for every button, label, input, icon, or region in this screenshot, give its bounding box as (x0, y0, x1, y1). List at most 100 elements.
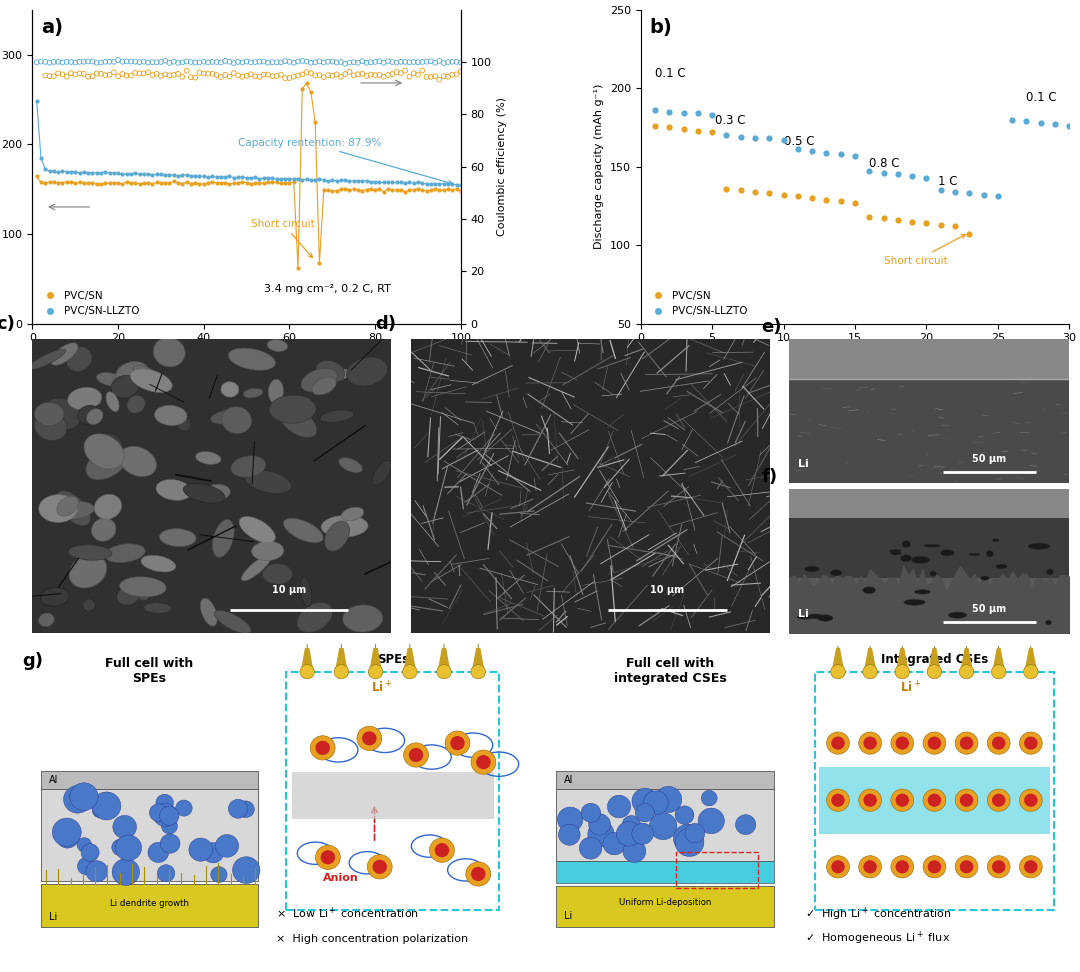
Point (453, 54, 470, 70)
Point (444, 67, 461, 83)
Point (357, 68, 375, 84)
Ellipse shape (231, 456, 266, 477)
Point (272, 54, 289, 70)
Point (307, 68, 324, 84)
Circle shape (891, 855, 914, 878)
Point (144, 67, 161, 83)
Ellipse shape (347, 357, 388, 386)
Polygon shape (993, 642, 1004, 672)
Point (946, 184, 963, 199)
Circle shape (991, 665, 1005, 678)
Y-axis label: Coulombic efficiency (%): Coulombic efficiency (%) (497, 97, 508, 236)
Point (315, 69, 333, 85)
Circle shape (436, 665, 451, 678)
Circle shape (300, 665, 314, 678)
Ellipse shape (35, 413, 67, 440)
Ellipse shape (228, 348, 275, 370)
Point (448, 67, 465, 83)
Text: ×  Low Li$^+$ concentration: × Low Li$^+$ concentration (276, 906, 419, 920)
Point (718, 181, 735, 196)
Point (281, 70, 298, 86)
Circle shape (960, 737, 973, 749)
Ellipse shape (805, 567, 820, 572)
Circle shape (557, 807, 583, 832)
Circle shape (81, 844, 99, 861)
Circle shape (675, 828, 704, 856)
Point (200, 54, 217, 70)
Point (861, 209, 878, 225)
Ellipse shape (85, 446, 127, 480)
Ellipse shape (57, 497, 79, 516)
Ellipse shape (69, 555, 107, 588)
Point (388, 54, 405, 70)
Point (294, 67, 311, 83)
Point (346, 67, 363, 83)
Circle shape (832, 737, 845, 749)
Circle shape (408, 747, 423, 762)
Point (337, 56, 354, 72)
Point (161, 55, 178, 71)
Point (200, 66, 217, 82)
Point (109, 52, 126, 68)
Circle shape (826, 732, 849, 754)
Point (918, 216, 935, 231)
Polygon shape (336, 640, 347, 672)
Text: 1 C: 1 C (937, 176, 957, 189)
Ellipse shape (901, 555, 912, 562)
Circle shape (1024, 793, 1038, 807)
Text: Full cell with
SPEs: Full cell with SPEs (106, 656, 193, 684)
Point (320, 54, 337, 70)
Point (427, 54, 444, 70)
Point (832, 147, 849, 162)
Ellipse shape (245, 470, 292, 494)
Circle shape (649, 813, 677, 840)
Ellipse shape (930, 572, 936, 576)
Point (187, 54, 204, 70)
Point (324, 53, 341, 69)
Point (80, 69, 97, 85)
Circle shape (367, 854, 392, 879)
Circle shape (430, 838, 455, 862)
Point (932, 183, 949, 198)
Point (975, 187, 993, 202)
Point (861, 163, 878, 179)
Point (208, 54, 226, 70)
Circle shape (579, 837, 602, 859)
Point (362, 67, 379, 83)
Ellipse shape (316, 361, 345, 383)
Point (259, 54, 276, 70)
Ellipse shape (165, 349, 186, 362)
Point (320, 67, 337, 83)
Circle shape (356, 726, 382, 750)
Ellipse shape (267, 339, 287, 352)
Point (165, 53, 183, 69)
Circle shape (112, 839, 129, 855)
Point (113, 66, 131, 82)
Bar (556, 861, 773, 883)
Polygon shape (929, 642, 940, 672)
Point (238, 68, 255, 84)
Circle shape (1020, 789, 1042, 812)
Text: g): g) (22, 651, 43, 670)
Circle shape (987, 855, 1010, 878)
Circle shape (1024, 860, 1038, 874)
Ellipse shape (890, 549, 901, 552)
Circle shape (955, 732, 978, 754)
Ellipse shape (325, 521, 350, 551)
Point (1032, 115, 1050, 130)
Point (37, 68, 54, 84)
Point (431, 72, 448, 87)
Ellipse shape (215, 610, 251, 634)
Circle shape (685, 823, 705, 843)
Text: 0.1 C: 0.1 C (1026, 90, 1057, 104)
Circle shape (373, 859, 387, 874)
Point (58, 54, 76, 70)
Bar (820, 767, 1050, 834)
Ellipse shape (141, 555, 176, 572)
Polygon shape (404, 640, 416, 672)
Ellipse shape (28, 349, 66, 369)
Circle shape (158, 865, 175, 882)
Text: 50 μm: 50 μm (972, 454, 1007, 465)
Point (118, 53, 135, 69)
Point (789, 142, 807, 157)
